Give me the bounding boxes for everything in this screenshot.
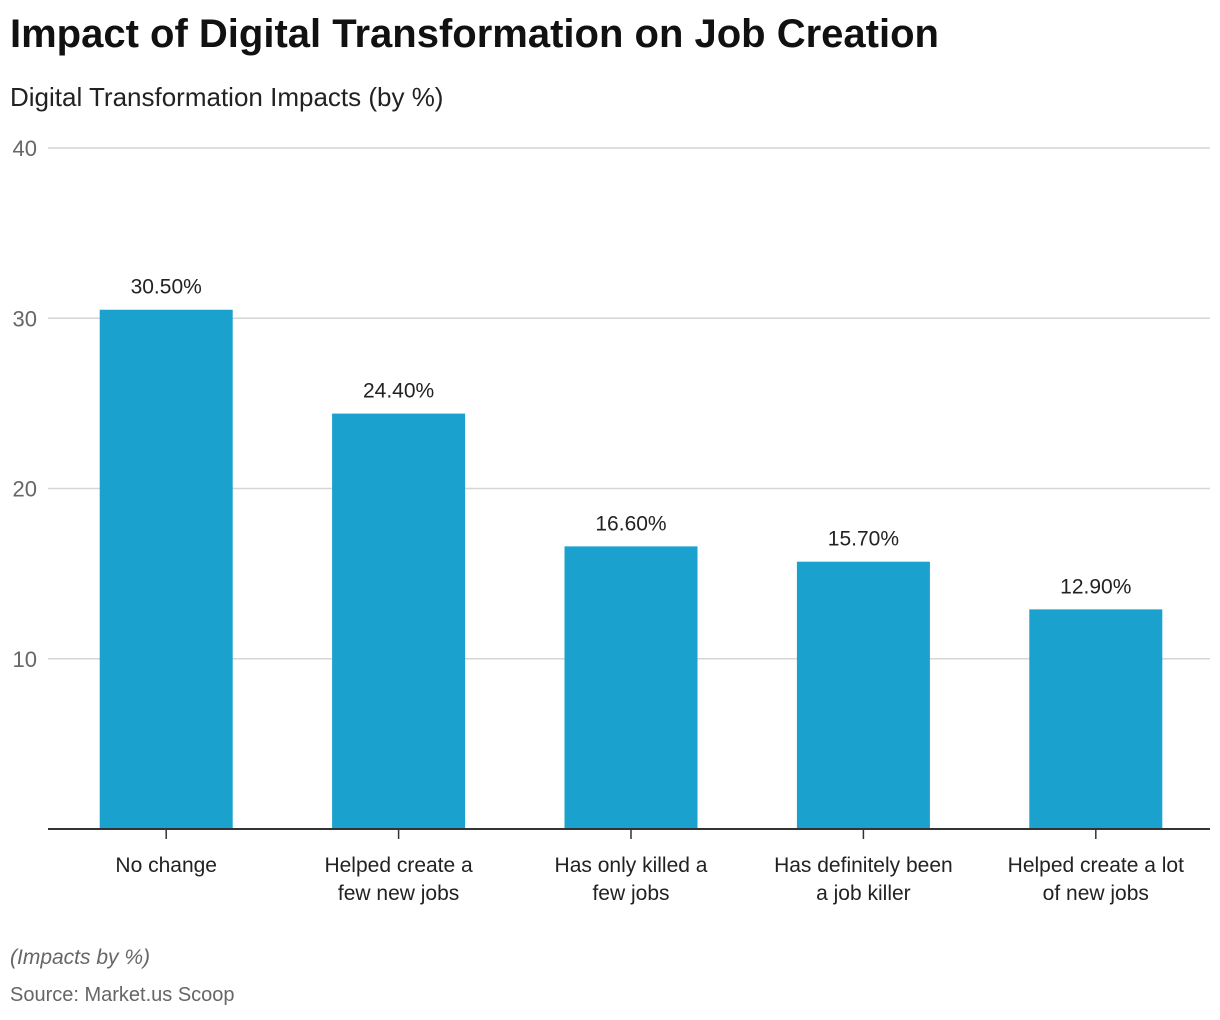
bar — [332, 413, 466, 829]
y-tick-label: 10 — [13, 647, 37, 672]
y-tick-label: 20 — [13, 477, 37, 502]
chart-note: (Impacts by %) — [10, 946, 151, 969]
data-label: 12.90% — [1060, 575, 1131, 598]
y-tick-label: 30 — [13, 306, 37, 331]
x-tick-label: of new jobs — [1043, 882, 1149, 905]
bar — [796, 561, 930, 829]
data-label: 30.50% — [131, 276, 202, 299]
chart-source: Source: Market.us Scoop — [10, 984, 235, 1006]
x-tick-label: Helped create a lot — [1008, 854, 1184, 877]
bar — [99, 309, 233, 829]
x-tick-label: few jobs — [592, 882, 669, 905]
data-label: 15.70% — [828, 528, 899, 551]
chart-title: Impact of Digital Transformation on Job … — [10, 12, 939, 56]
x-tick-label: Has only killed a — [555, 854, 708, 877]
x-tick-label: few new jobs — [338, 882, 459, 905]
x-tick-label: Helped create a — [324, 854, 473, 877]
y-tick-label: 40 — [13, 136, 37, 161]
bar — [1029, 609, 1163, 829]
chart-subtitle: Digital Transformation Impacts (by %) — [10, 82, 444, 112]
x-tick-label: a job killer — [816, 882, 911, 905]
data-label: 16.60% — [595, 512, 666, 535]
data-label: 24.40% — [363, 380, 434, 403]
bar — [564, 546, 698, 829]
x-tick-label: Has definitely been — [774, 854, 953, 877]
x-tick-label: No change — [115, 854, 217, 877]
